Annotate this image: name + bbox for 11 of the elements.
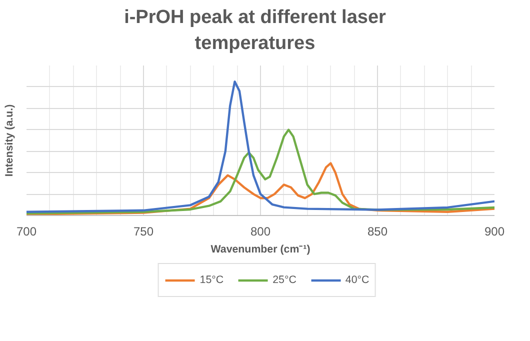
x-tick-label: 750 [133,224,154,239]
y-axis-title: Intensity (a.u.) [4,104,16,177]
legend-label: 15°C [200,274,224,286]
x-tick-label: 850 [367,224,388,239]
x-tick-label: 900 [484,224,505,239]
x-tick-label: 800 [250,224,271,239]
x-axis-title: Wavenumber (cm⁻¹) [210,244,311,256]
legend-label: 40°C [345,274,370,286]
chart-title: i-PrOH peak at different laser temperatures [123,6,387,56]
x-tick-label: 700 [16,224,37,239]
legend-label: 25°C [272,274,296,286]
